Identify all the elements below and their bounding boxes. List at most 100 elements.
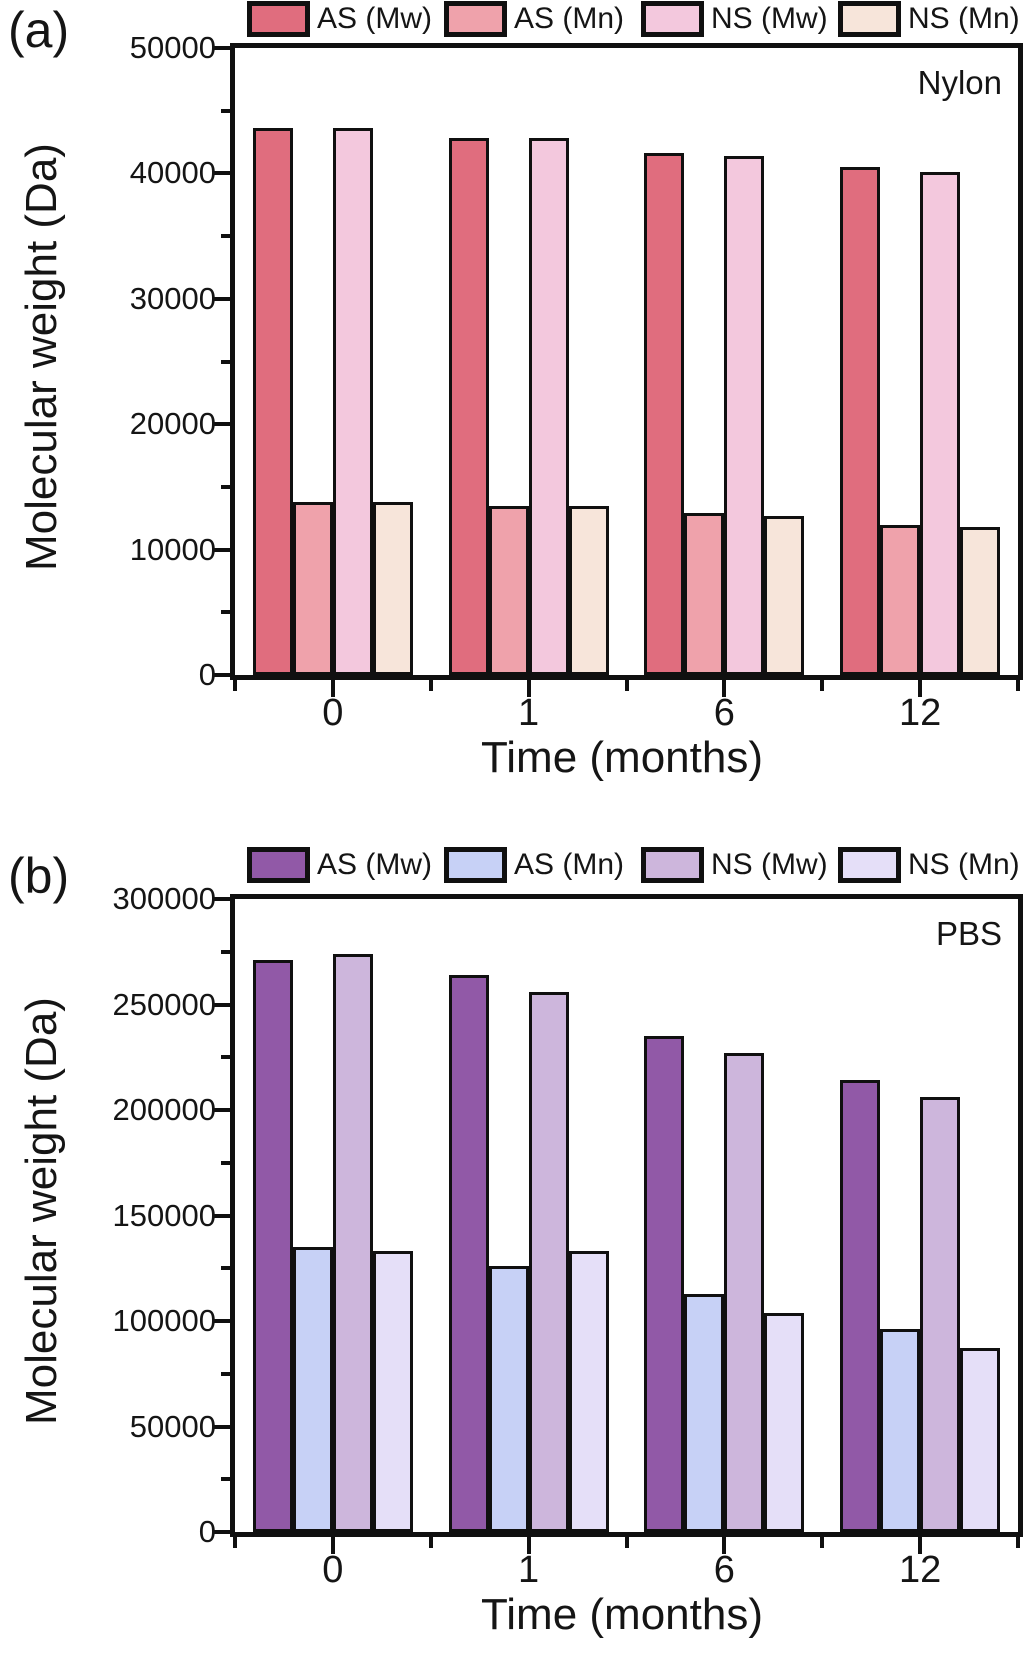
annotation-pbs: PBS bbox=[935, 915, 1002, 952]
x-major-tick bbox=[722, 680, 727, 697]
x-tick-label: 0 bbox=[322, 1549, 344, 1591]
y-minor-tick bbox=[221, 359, 230, 364]
bar-nylon-month12-as-mn bbox=[880, 525, 921, 675]
bar-nylon-month6-as-mn bbox=[684, 513, 725, 675]
legend-label-ns-mw: NS (Mw) bbox=[711, 2, 828, 35]
legend-swatch-ns-mn bbox=[838, 1, 901, 37]
y-minor-tick bbox=[221, 484, 230, 489]
x-minor-tick bbox=[233, 1537, 237, 1548]
x-major-tick bbox=[918, 1537, 923, 1554]
legend-swatch-ns-mn bbox=[838, 847, 901, 883]
x-minor-tick bbox=[820, 1537, 825, 1548]
x-minor-tick bbox=[820, 680, 825, 691]
y-minor-tick bbox=[221, 1477, 230, 1482]
x-major-tick bbox=[330, 1537, 335, 1554]
y-minor-tick bbox=[221, 610, 230, 615]
x-minor-tick bbox=[1016, 1537, 1020, 1548]
annotation-nylon: Nylon bbox=[917, 64, 1002, 101]
y-tick-label: 300000 bbox=[112, 881, 216, 916]
bar-nylon-month0-as-mn bbox=[292, 502, 333, 675]
legend-swatch-as-mn bbox=[444, 1, 507, 37]
x-major-tick bbox=[526, 1537, 531, 1554]
bar-pbs-month12-as-mw bbox=[840, 1080, 881, 1532]
legend-b: AS (Mw) AS (Mn) NS (Mw) NS (Mn) bbox=[247, 847, 1035, 883]
x-tick-label: 12 bbox=[898, 692, 942, 734]
legend-label-ns-mn: NS (Mn) bbox=[908, 2, 1020, 35]
legend-label-as-mw: AS (Mw) bbox=[317, 848, 432, 881]
y-major-tick bbox=[214, 1002, 230, 1007]
y-tick-label: 0 bbox=[198, 657, 216, 692]
y-major-tick bbox=[214, 547, 230, 552]
y-major-tick bbox=[214, 171, 230, 176]
plot-area-a: Nylon bbox=[214, 43, 1023, 697]
y-minor-tick bbox=[221, 949, 230, 954]
y-tick-label: 40000 bbox=[129, 155, 216, 191]
y-minor-tick bbox=[221, 1160, 230, 1165]
bar-nylon-month0-as-mw bbox=[252, 128, 293, 675]
y-minor-tick bbox=[221, 1371, 230, 1376]
legend-label-as-mn: AS (Mn) bbox=[514, 848, 625, 881]
bar-pbs-month12-ns-mn bbox=[960, 1348, 1001, 1532]
bar-pbs-month1-ns-mw bbox=[528, 992, 569, 1532]
bar-nylon-month1-ns-mw bbox=[528, 138, 569, 675]
y-major-tick bbox=[214, 422, 230, 427]
x-minor-tick bbox=[428, 680, 433, 691]
y-tick-label: 200000 bbox=[112, 1092, 216, 1127]
y-minor-tick bbox=[221, 108, 230, 113]
x-minor-tick bbox=[624, 680, 629, 691]
bar-pbs-month0-ns-mw bbox=[332, 954, 373, 1532]
bar-pbs-month0-ns-mn bbox=[372, 1251, 413, 1532]
bar-pbs-month6-as-mw bbox=[644, 1036, 685, 1532]
panel-b: (b) AS (Mw) AS (Mn) NS (Mw) NS (Mn) PBS Mol… bbox=[0, 840, 1036, 1663]
x-axis-title-a: Time (months) bbox=[481, 733, 763, 782]
legend-swatch-ns-mw bbox=[641, 1, 704, 37]
bar-nylon-month1-as-mn bbox=[488, 506, 529, 675]
x-major-tick bbox=[918, 680, 923, 697]
bar-pbs-month0-as-mw bbox=[252, 960, 293, 1532]
legend-swatch-as-mw bbox=[247, 847, 310, 883]
bar-pbs-month1-as-mw bbox=[448, 975, 489, 1532]
y-minor-tick bbox=[221, 1266, 230, 1271]
legend-swatch-as-mw bbox=[247, 1, 310, 37]
legend-item-ns-mw: NS (Mw) bbox=[641, 1, 838, 37]
x-minor-tick bbox=[624, 1537, 629, 1548]
bar-pbs-month0-as-mn bbox=[292, 1247, 333, 1532]
panel-label-b: (b) bbox=[8, 848, 70, 904]
y-major-tick bbox=[214, 1213, 230, 1218]
legend-swatch-as-mn bbox=[444, 847, 507, 883]
bar-nylon-month0-ns-mn bbox=[372, 502, 413, 675]
legend-label-ns-mn: NS (Mn) bbox=[908, 848, 1020, 881]
x-minor-tick bbox=[428, 1537, 433, 1548]
bar-nylon-month1-as-mw bbox=[448, 138, 489, 675]
legend-item-as-mw: AS (Mw) bbox=[247, 1, 444, 37]
y-major-tick bbox=[214, 1108, 230, 1112]
bar-nylon-month12-ns-mw bbox=[920, 172, 961, 675]
y-axis-title-a: Molecular weight (Da) bbox=[17, 143, 66, 571]
y-major-tick bbox=[214, 46, 230, 50]
x-tick-label: 6 bbox=[713, 1549, 735, 1591]
x-tick-label: 1 bbox=[518, 1549, 540, 1591]
legend-item-ns-mw: NS (Mw) bbox=[641, 847, 838, 883]
bar-pbs-month6-ns-mn bbox=[764, 1313, 805, 1532]
panel-a: (a) AS (Mw) AS (Mn) NS (Mw) NS (Mn) Nylon M… bbox=[8, 1, 1023, 782]
legend-item-as-mn: AS (Mn) bbox=[444, 1, 641, 37]
y-major-tick bbox=[214, 673, 230, 677]
legend-item-ns-mn: NS (Mn) bbox=[838, 847, 1035, 883]
bar-nylon-month0-ns-mw bbox=[332, 128, 373, 675]
x-tick-label: 12 bbox=[898, 1549, 942, 1591]
y-minor-tick bbox=[221, 1055, 230, 1060]
bar-nylon-month12-ns-mn bbox=[960, 527, 1001, 675]
bar-nylon-month6-ns-mn bbox=[764, 516, 805, 675]
legend-label-as-mn: AS (Mn) bbox=[514, 2, 625, 35]
bar-nylon-month6-ns-mw bbox=[724, 156, 765, 675]
bar-nylon-month1-ns-mn bbox=[568, 506, 609, 675]
x-axis-title-b: Time (months) bbox=[481, 1590, 763, 1639]
y-major-tick bbox=[214, 1319, 230, 1323]
bar-pbs-month6-ns-mw bbox=[724, 1053, 765, 1532]
y-tick-label: 0 bbox=[198, 1514, 216, 1549]
x-tick-label: 6 bbox=[713, 692, 735, 734]
legend-swatch-ns-mw bbox=[641, 847, 704, 883]
y-tick-label: 10000 bbox=[129, 531, 216, 567]
x-major-tick bbox=[722, 1537, 727, 1554]
